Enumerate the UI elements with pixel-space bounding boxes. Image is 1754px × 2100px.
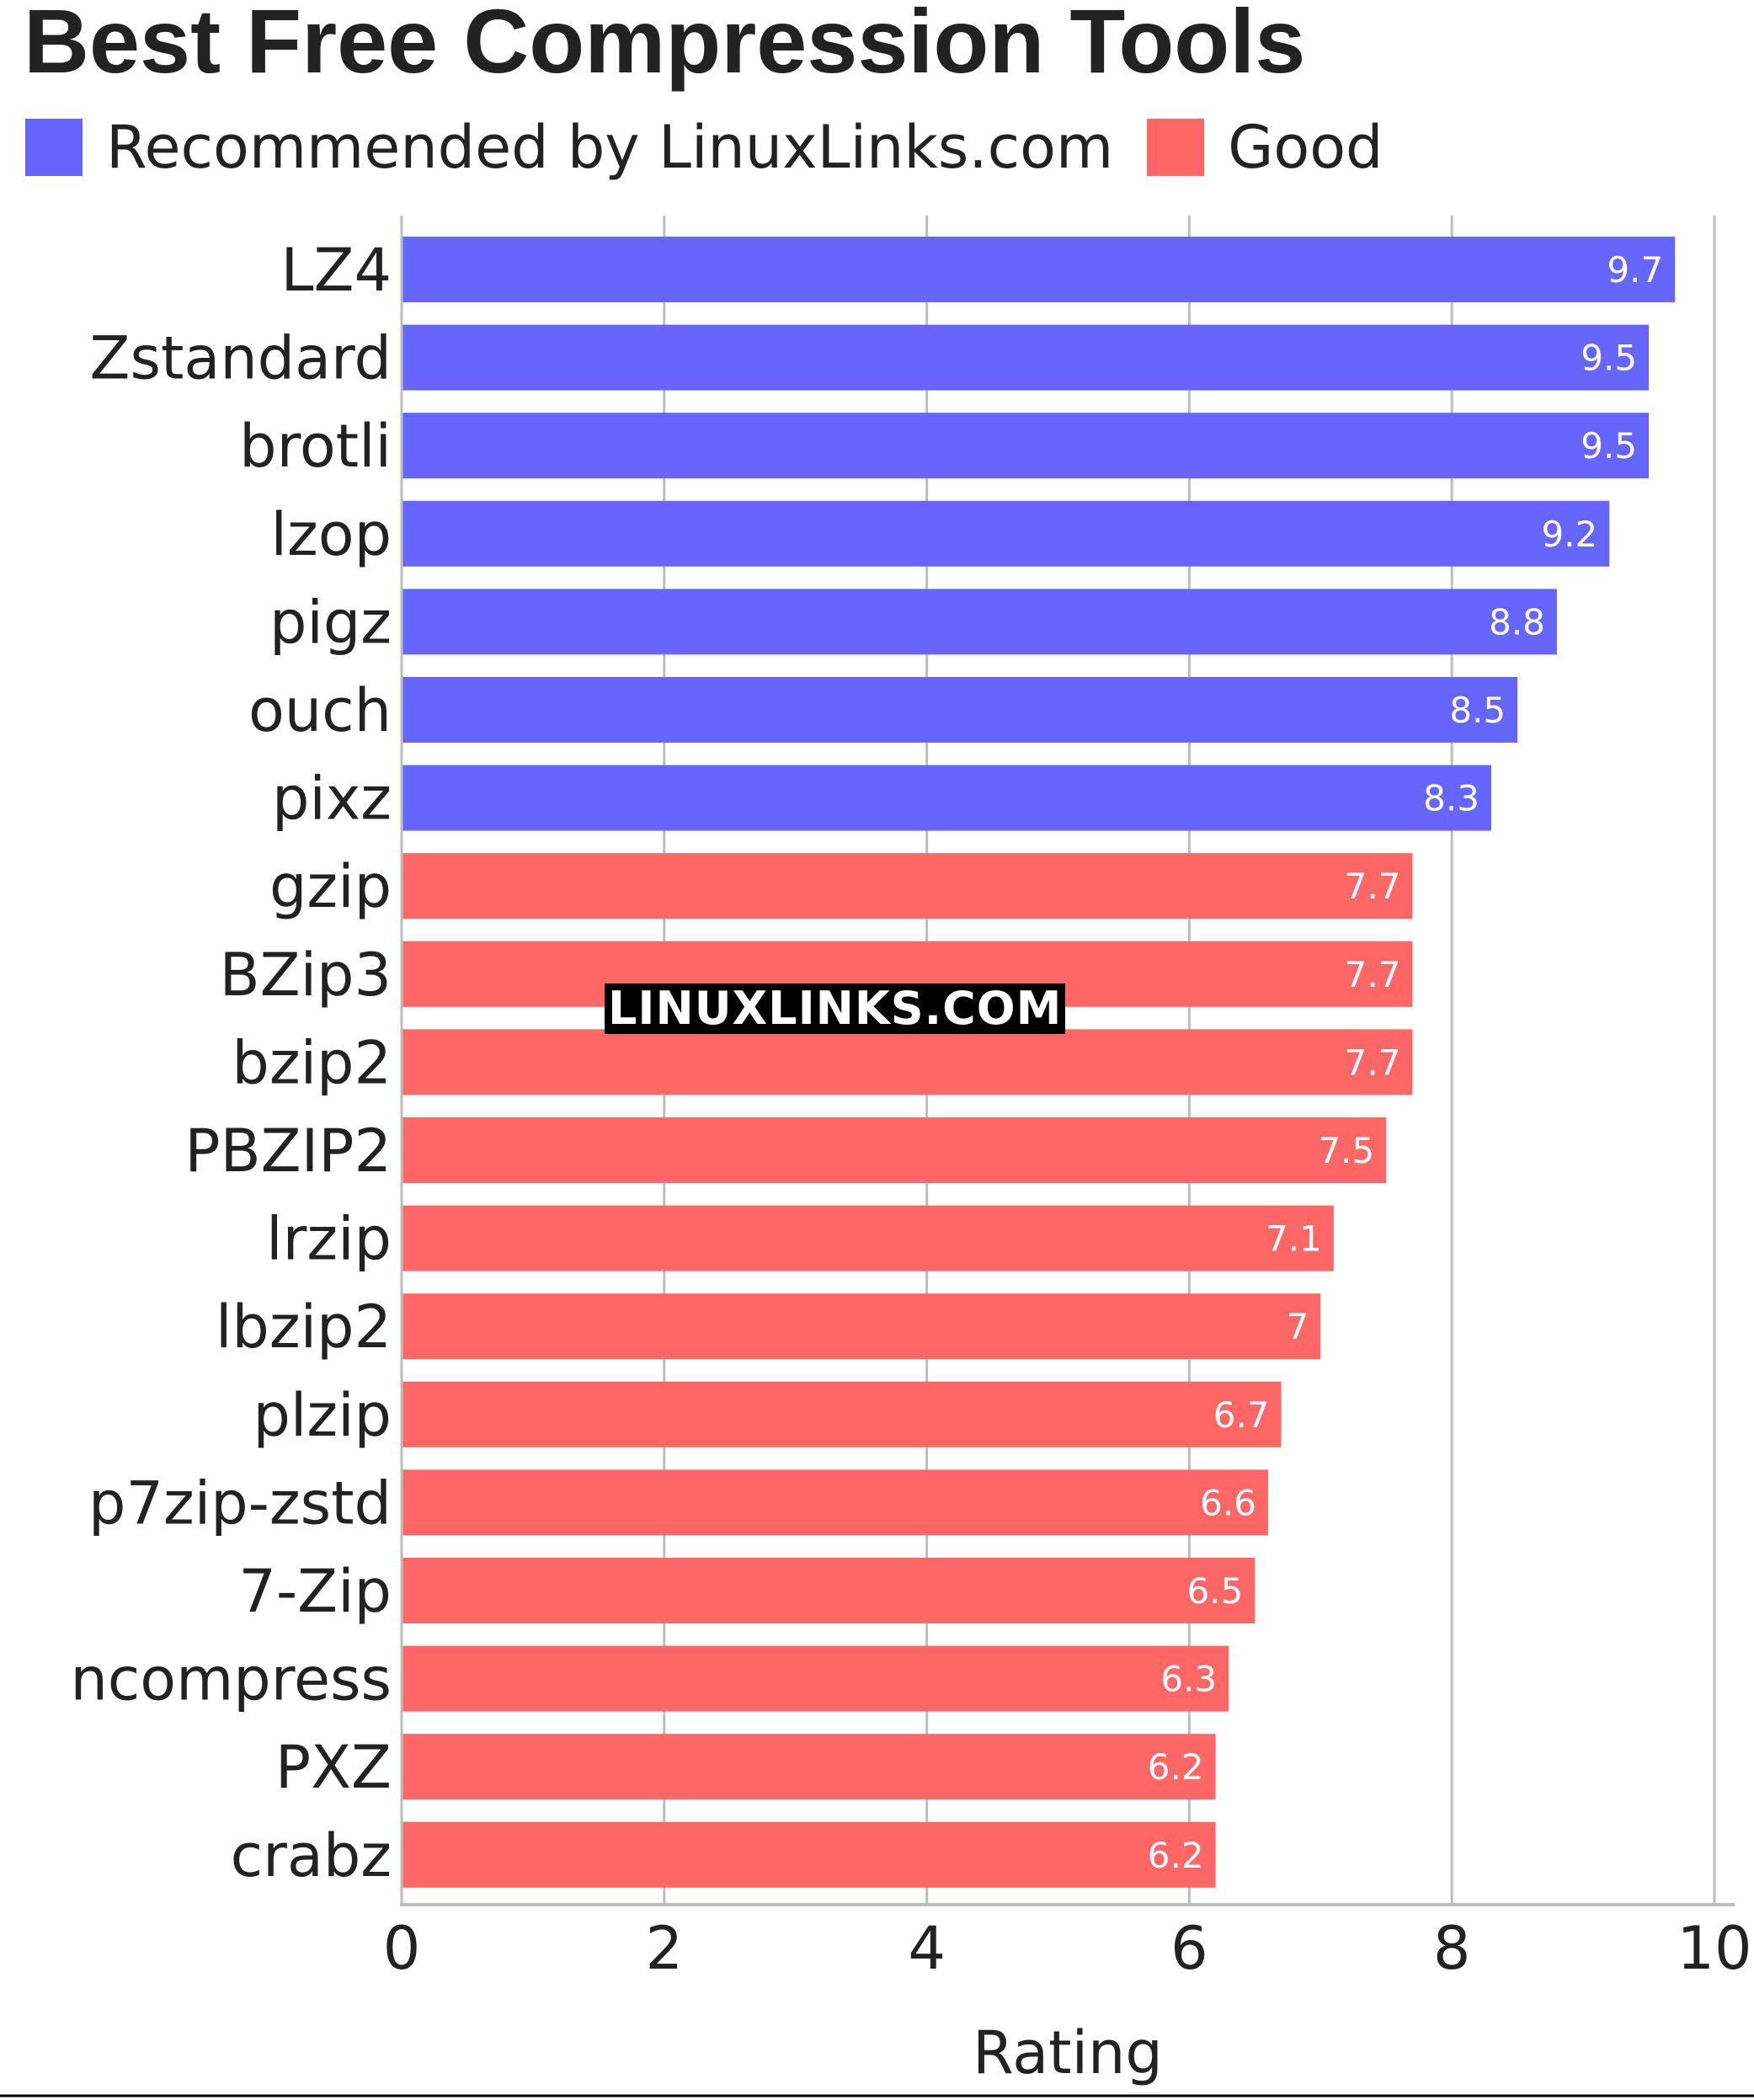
bar [402, 237, 1676, 302]
category-label: PBZIP2 [184, 1117, 392, 1186]
value-label: 9.7 [1607, 249, 1663, 290]
legend-label-recommended: Recommended by LinuxLinks.com [106, 113, 1114, 182]
bar [402, 1293, 1321, 1360]
value-label: 9.5 [1581, 425, 1637, 466]
bar [402, 1734, 1216, 1800]
bar [402, 1558, 1256, 1623]
value-label: 6.2 [1148, 1746, 1204, 1788]
chart-title: Best Free Compression Tools [24, 0, 1306, 92]
axes [0, 216, 1754, 2097]
value-label: 8.3 [1423, 778, 1479, 819]
watermark: LINUXLINKS.COM [605, 983, 1066, 1034]
value-label: 7 [1287, 1306, 1309, 1347]
bars [402, 237, 1676, 1888]
bar [402, 853, 1413, 919]
category-label: pigz [269, 588, 392, 657]
bar [402, 1645, 1229, 1712]
legend-swatch-recommended [25, 119, 83, 176]
category-label: gzip [269, 852, 392, 921]
x-tick-label: 10 [1677, 1914, 1751, 1983]
value-label: 9.5 [1581, 338, 1637, 379]
bar [402, 1117, 1387, 1183]
value-label: 7.5 [1318, 1130, 1374, 1171]
bar [402, 765, 1491, 831]
value-label: 7.1 [1266, 1218, 1322, 1260]
value-label: 6.5 [1187, 1570, 1244, 1612]
bar [402, 1381, 1282, 1447]
value-label: 6.2 [1148, 1835, 1204, 1876]
category-label: pixz [272, 765, 392, 834]
x-tick-label: 0 [383, 1914, 421, 1983]
x-tick-label: 4 [908, 1914, 946, 1983]
x-tick-labels: 0 2 4 6 8 10 [383, 1914, 1752, 1983]
category-label: bzip2 [232, 1028, 392, 1097]
category-label: brotli [239, 412, 392, 481]
category-label: ouch [248, 676, 392, 745]
category-label: p7zip-zstd [88, 1468, 392, 1538]
bar [402, 324, 1650, 391]
category-label: lzop [271, 500, 392, 569]
category-label: ncompress [70, 1645, 392, 1714]
value-label: 8.8 [1489, 601, 1545, 642]
bar [402, 1029, 1413, 1095]
category-labels: LZ4 Zstandard brotli lzop pigz ouch pixz gzip BZ… [70, 236, 392, 1890]
value-label: 7.7 [1345, 954, 1401, 995]
legend-item-recommended: Recommended by LinuxLinks.com [25, 113, 1113, 182]
category-label: BZip3 [220, 941, 392, 1010]
value-labels: 9.7 9.5 9.5 9.2 8.8 8.5 8.3 7.7 7.7 7.7 7.5 7.1 7 6.7… [1148, 249, 1663, 1876]
bar [402, 677, 1518, 743]
category-label: crabz [231, 1821, 392, 1890]
bar [402, 589, 1557, 655]
legend-item-good: Good [1147, 113, 1383, 182]
legend-swatch-good [1147, 119, 1205, 176]
x-tick-label: 6 [1170, 1914, 1208, 1983]
category-label: LZ4 [281, 236, 392, 305]
value-label: 7.7 [1345, 866, 1401, 907]
category-label: lrzip [266, 1205, 392, 1274]
value-label: 9.2 [1541, 514, 1597, 555]
bar [402, 1821, 1216, 1888]
category-label: PXZ [275, 1733, 392, 1802]
bar [402, 1205, 1334, 1271]
category-label: lbzip2 [216, 1293, 392, 1362]
value-label: 8.5 [1449, 690, 1506, 731]
category-label: 7-Zip [238, 1557, 392, 1626]
value-label: 7.7 [1345, 1042, 1401, 1083]
value-label: 6.7 [1213, 1394, 1270, 1436]
x-tick-label: 8 [1433, 1914, 1471, 1983]
x-axis-label: Rating [973, 2018, 1163, 2087]
category-label: plzip [253, 1381, 392, 1450]
legend: Recommended by LinuxLinks.com Good [25, 113, 1417, 182]
bar [402, 1469, 1268, 1536]
legend-label-good: Good [1228, 113, 1383, 182]
value-label: 6.6 [1200, 1482, 1256, 1523]
value-label: 6.3 [1160, 1659, 1217, 1700]
bar [402, 500, 1610, 567]
category-label: Zstandard [90, 324, 392, 393]
x-tick-label: 2 [646, 1914, 684, 1983]
bar [402, 413, 1650, 479]
